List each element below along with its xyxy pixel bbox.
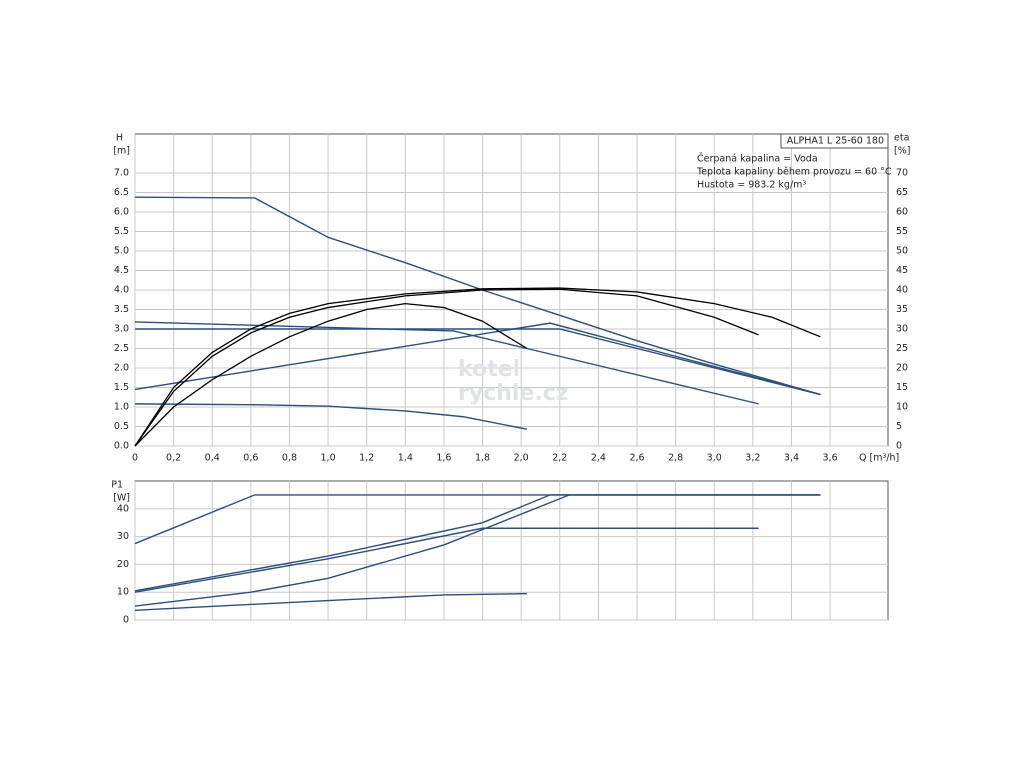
- curve: [134, 592, 527, 611]
- x-tick-label: 2,8: [668, 453, 683, 464]
- curve: [134, 302, 528, 447]
- y2-tick-label: 65: [896, 187, 908, 198]
- legend-title: ALPHA1 L 25-60 180: [787, 136, 884, 147]
- y-tick-label: 40: [117, 503, 129, 514]
- x-tick-label: 2,6: [629, 453, 644, 464]
- y-tick-label: 1.0: [114, 402, 129, 413]
- y2-tick-label: 5: [896, 421, 902, 432]
- curve: [134, 403, 528, 430]
- y2-axis-title: eta: [894, 133, 909, 144]
- y-tick-label: 2.0: [114, 363, 129, 374]
- x-tick-label: 2,0: [514, 453, 529, 464]
- y-tick-label: 5.0: [114, 246, 129, 257]
- y-axis-unit: [W]: [113, 493, 130, 504]
- x-tick-label: 0,6: [243, 453, 258, 464]
- curve: [134, 321, 759, 405]
- y-axis-unit: [m]: [113, 146, 130, 157]
- x-tick-label: 0: [132, 453, 138, 464]
- x-axis-title: Q [m³/h]: [859, 453, 899, 464]
- y2-tick-label: 40: [896, 285, 908, 296]
- y2-tick-label: 20: [896, 363, 908, 374]
- note: Teplota kapaliny během provozu = 60 °C: [696, 167, 892, 178]
- y2-tick-label: 50: [896, 246, 908, 257]
- y2-tick-label: 30: [896, 324, 908, 335]
- y-tick-label: 3.5: [114, 304, 129, 315]
- x-tick-label: 1,2: [359, 453, 374, 464]
- y-tick-label: 5.5: [114, 226, 129, 237]
- curve: [135, 328, 821, 396]
- y-tick-label: 6.0: [114, 207, 129, 218]
- legend-box: [780, 133, 889, 149]
- curve: [134, 494, 821, 607]
- x-tick-label: 2,4: [591, 453, 606, 464]
- y2-tick-label: 60: [896, 207, 908, 218]
- y-tick-label: 20: [117, 559, 129, 570]
- y2-axis-unit: [%]: [894, 146, 910, 157]
- y2-tick-label: 10: [896, 402, 908, 413]
- y-tick-label: 0.0: [114, 441, 129, 452]
- watermark: rychle.cz: [458, 381, 569, 406]
- x-tick-label: 0,4: [205, 453, 220, 464]
- note: Čerpaná kapalina = Voda: [697, 153, 818, 165]
- curve: [134, 322, 821, 396]
- plot-area: [134, 480, 889, 621]
- y2-tick-label: 0: [896, 441, 902, 452]
- y-tick-label: 7.0: [114, 168, 129, 179]
- x-tick-label: 1,6: [436, 453, 451, 464]
- y2-tick-label: 55: [896, 226, 908, 237]
- y-tick-label: 3.0: [114, 324, 129, 335]
- y-axis-title: P1: [111, 480, 123, 491]
- curve: [134, 527, 759, 593]
- y2-tick-label: 35: [896, 304, 908, 315]
- curve: [134, 287, 821, 447]
- y2-tick-label: 25: [896, 343, 908, 354]
- x-tick-label: 3,0: [707, 453, 722, 464]
- x-tick-label: 1,8: [475, 453, 490, 464]
- y-tick-label: 0: [123, 615, 129, 626]
- y-tick-label: 4.5: [114, 265, 129, 276]
- y-tick-label: 0.5: [114, 421, 129, 432]
- x-tick-label: 3,2: [745, 453, 760, 464]
- x-tick-label: 3,6: [823, 453, 838, 464]
- y-axis-title: H: [116, 133, 123, 144]
- x-tick-label: 1,4: [398, 453, 413, 464]
- y-tick-label: 10: [117, 587, 129, 598]
- note: Hustota = 983.2 kg/m³: [697, 180, 806, 191]
- y-tick-label: 30: [117, 531, 129, 542]
- y2-tick-label: 15: [896, 382, 908, 393]
- y2-tick-label: 70: [896, 168, 908, 179]
- x-tick-label: 2,2: [552, 453, 567, 464]
- x-tick-label: 0,2: [166, 453, 181, 464]
- y-tick-label: 6.5: [114, 187, 129, 198]
- x-tick-label: 0,8: [282, 453, 297, 464]
- x-tick-label: 3,4: [784, 453, 799, 464]
- y-tick-label: 1.5: [114, 382, 129, 393]
- y2-tick-label: 45: [896, 265, 908, 276]
- x-tick-label: 1,0: [321, 453, 336, 464]
- y-tick-label: 2.5: [114, 343, 129, 354]
- curve: [134, 288, 759, 447]
- watermark: kotel: [458, 357, 520, 382]
- y-tick-label: 4.0: [114, 285, 129, 296]
